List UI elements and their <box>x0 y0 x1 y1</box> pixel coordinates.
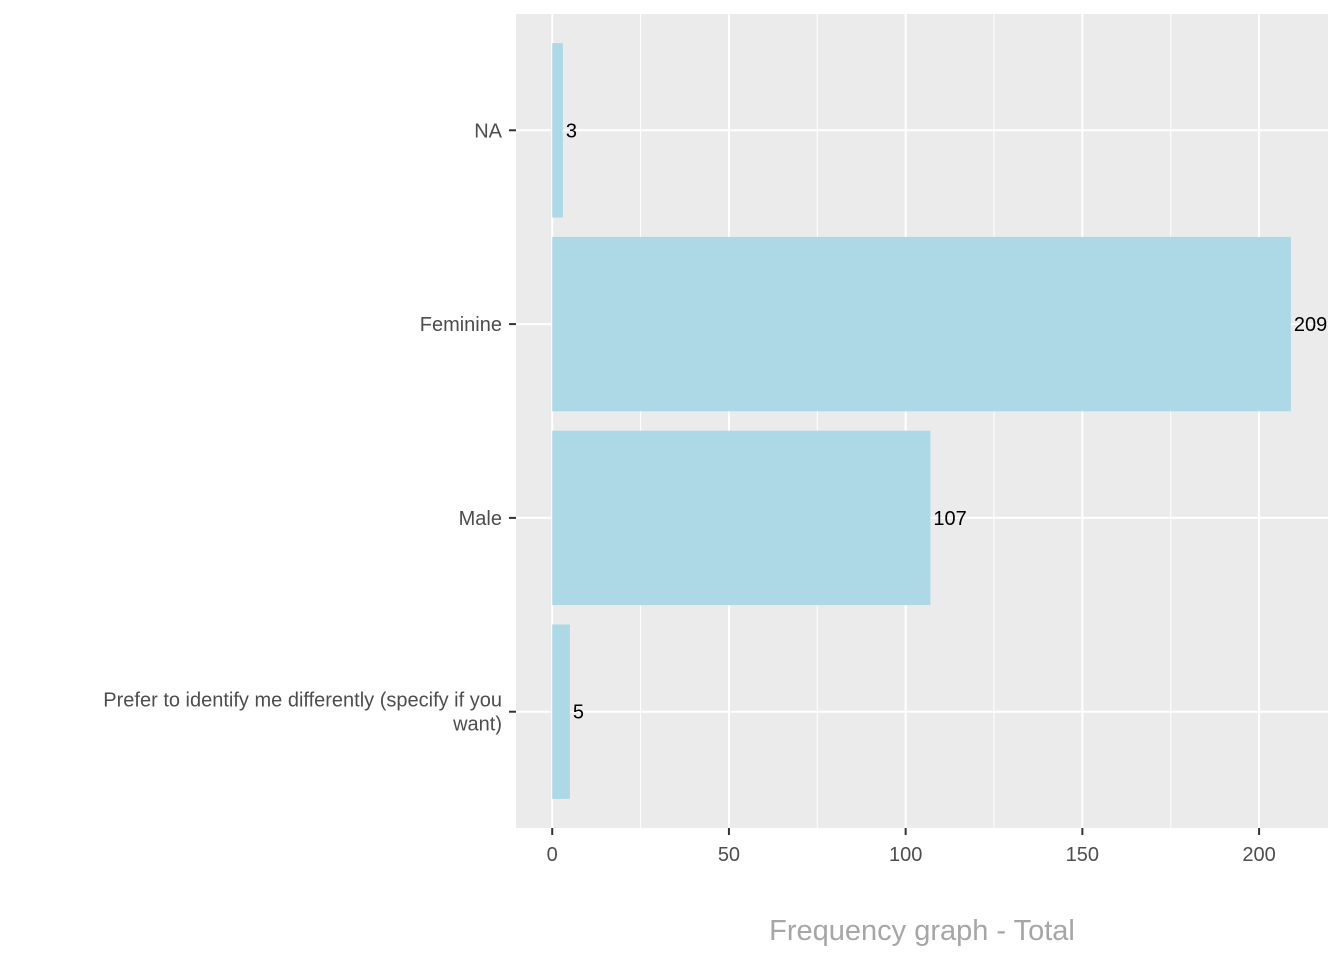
x-tick-label: 200 <box>1242 844 1275 866</box>
bar <box>552 430 931 606</box>
y-tick-label: Prefer to identify me differently (speci… <box>103 690 502 736</box>
y-tick-label: Feminine <box>420 314 502 336</box>
x-tick-label: 100 <box>889 844 922 866</box>
y-axis: NA Feminine Male Prefer to identify me diff… <box>103 120 516 736</box>
x-tick-label: 0 <box>547 844 558 866</box>
bars <box>552 43 1291 799</box>
y-tick-label: Male <box>459 508 502 530</box>
x-axis-title: Frequency graph - Total <box>769 915 1075 947</box>
data-label: 209 <box>1294 314 1327 336</box>
y-tick-label-line: Male <box>459 508 502 530</box>
bar <box>552 236 1291 412</box>
minor-gridlines <box>640 14 1172 828</box>
bar <box>552 43 563 218</box>
data-labels: 3 209 107 5 <box>566 120 1327 723</box>
y-tick-label-line: want) <box>452 714 502 736</box>
y-tick-label-line: Feminine <box>420 314 502 336</box>
y-tick-label: NA <box>474 120 502 142</box>
plot-panel <box>516 14 1328 828</box>
x-tick-label: 50 <box>718 844 740 866</box>
bar <box>552 624 570 799</box>
x-axis: 0 50 100 150 200 <box>547 828 1276 866</box>
y-tick-label-line: Prefer to identify me differently (speci… <box>103 690 502 712</box>
data-label: 5 <box>573 702 584 724</box>
x-tick-label: 150 <box>1066 844 1099 866</box>
y-tick-label-line: NA <box>474 120 502 142</box>
data-label: 107 <box>933 508 966 530</box>
data-label: 3 <box>566 120 577 142</box>
